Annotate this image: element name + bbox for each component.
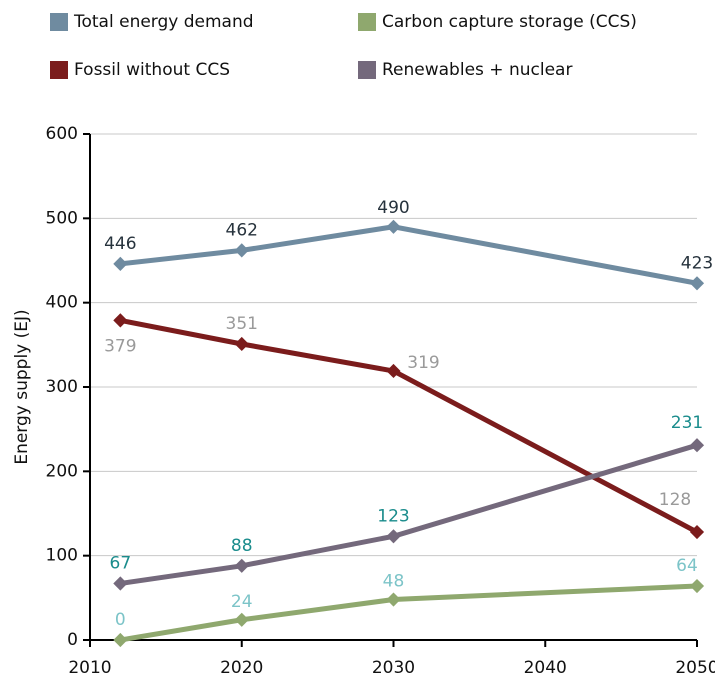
- y-tick-label: 200: [46, 461, 78, 481]
- marker: [234, 612, 249, 627]
- legend-swatch: [50, 13, 68, 31]
- legend-swatch: [358, 61, 376, 79]
- marker: [234, 558, 249, 573]
- data-label: 128: [659, 490, 691, 510]
- marker: [689, 438, 705, 453]
- data-label: 462: [226, 220, 258, 240]
- y-tick-label: 600: [46, 124, 78, 144]
- data-label: 0: [115, 610, 126, 630]
- data-label: 379: [104, 336, 136, 356]
- series-line: [119, 317, 699, 535]
- marker: [113, 256, 128, 271]
- data-label: 64: [676, 556, 698, 576]
- y-tick-label: 300: [46, 377, 78, 397]
- series-line: [119, 442, 698, 586]
- data-label: 123: [377, 506, 409, 526]
- marker: [689, 524, 705, 540]
- x-tick-label: 2010: [68, 658, 111, 678]
- marker: [386, 592, 401, 607]
- data-label: 88: [231, 536, 253, 556]
- marker: [386, 219, 401, 234]
- y-tick-label: 500: [46, 208, 78, 228]
- x-tick-label: 2040: [524, 658, 567, 678]
- marker: [386, 529, 401, 544]
- marker: [234, 336, 249, 352]
- marker: [689, 276, 705, 291]
- x-tick-label: 2030: [372, 658, 415, 678]
- marker: [113, 576, 128, 591]
- marker: [234, 243, 249, 258]
- series-line: [120, 224, 698, 286]
- series-line: [119, 583, 698, 643]
- marker: [689, 578, 705, 594]
- y-tick-label: 0: [67, 630, 78, 650]
- data-label: 446: [104, 234, 136, 254]
- legend-swatch: [358, 13, 376, 31]
- data-label: 231: [671, 413, 703, 433]
- legend-label: Total energy demand: [73, 12, 254, 32]
- marker: [113, 632, 128, 648]
- data-label: 351: [226, 314, 258, 334]
- data-label: 24: [231, 592, 253, 612]
- marker: [113, 313, 128, 328]
- legend-label: Fossil without CCS: [74, 60, 230, 80]
- marker: [386, 363, 401, 379]
- y-axis-label: Energy supply (EJ): [12, 309, 32, 464]
- y-tick-label: 100: [46, 546, 78, 566]
- legend-swatch: [50, 61, 68, 79]
- x-tick-label: 2050: [675, 658, 715, 678]
- data-label: 490: [377, 198, 409, 218]
- y-tick-label: 400: [46, 293, 78, 313]
- x-tick-label: 2020: [220, 658, 263, 678]
- data-label: 319: [407, 353, 439, 373]
- data-label: 67: [110, 553, 132, 573]
- data-label: 48: [383, 572, 405, 592]
- legend-label: Renewables + nuclear: [382, 60, 572, 80]
- legend-label: Carbon capture storage (CCS): [382, 12, 637, 32]
- data-label: 423: [681, 253, 713, 273]
